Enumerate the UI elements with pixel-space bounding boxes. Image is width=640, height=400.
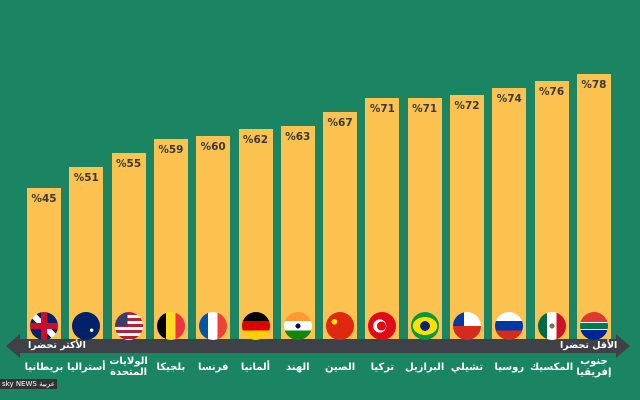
bar xyxy=(196,136,231,343)
arrow-label-least-civil: الأقل تحضرا xyxy=(560,340,618,351)
data-label: %71 xyxy=(412,103,438,116)
data-label: %76 xyxy=(539,85,565,98)
category-label: بلجيكا xyxy=(156,362,186,373)
arrow-head-right xyxy=(616,334,630,358)
bar xyxy=(576,73,611,343)
data-label: %74 xyxy=(496,92,522,105)
flag-mexico-icon xyxy=(537,312,566,340)
bar xyxy=(280,125,315,343)
flag-germany-icon xyxy=(241,312,270,340)
bar xyxy=(534,80,569,343)
sky-news-arabia-logo: sky NEWS عربية xyxy=(0,379,57,389)
data-label: %78 xyxy=(581,78,607,91)
category-label: تركيا xyxy=(370,362,395,373)
arrow-label-most-civil: الأكثر تحضرا xyxy=(28,340,86,351)
flag-brazil-icon xyxy=(410,312,439,340)
category-label: جنوب إفريقيا xyxy=(576,356,612,378)
data-label: %62 xyxy=(242,134,269,147)
category-label: المكسيك xyxy=(529,362,574,373)
flag-south-africa-icon xyxy=(579,312,608,340)
data-label: %67 xyxy=(327,116,353,129)
flag-china-icon xyxy=(326,312,355,340)
bar xyxy=(365,98,400,343)
civility-arrow xyxy=(18,339,618,353)
flag-russia-icon xyxy=(495,312,524,340)
arrow-head-left xyxy=(6,334,20,358)
bar xyxy=(323,111,358,343)
data-label: %72 xyxy=(454,99,480,112)
category-label: الولايات المتحدة xyxy=(109,356,148,378)
category-label: أستراليا xyxy=(67,362,106,373)
flag-india-icon xyxy=(283,312,312,340)
data-label: %60 xyxy=(200,141,226,153)
flag-belgium-icon xyxy=(156,312,185,340)
category-label: البرازيل xyxy=(405,362,445,373)
data-label: %55 xyxy=(116,158,142,171)
bar xyxy=(111,153,146,343)
data-label: %59 xyxy=(158,144,184,157)
bar xyxy=(153,139,188,343)
data-label: %71 xyxy=(369,103,395,116)
flag-turkey-icon xyxy=(368,312,397,340)
bar xyxy=(407,98,442,343)
flag-australia-icon xyxy=(72,312,101,340)
flag-france-icon xyxy=(199,312,228,340)
category-label: روسيا xyxy=(494,362,525,373)
category-label: فرنسا xyxy=(197,362,229,373)
flag-uk-icon xyxy=(30,312,58,340)
data-label: %45 xyxy=(31,192,57,205)
bar xyxy=(492,87,527,343)
data-label: %51 xyxy=(73,172,99,185)
data-label: %63 xyxy=(285,130,311,143)
category-label: ألمانيا xyxy=(240,362,271,373)
flag-usa-icon xyxy=(114,312,143,340)
category-label: تشيلي xyxy=(450,362,484,373)
bar xyxy=(238,129,273,343)
category-label: الصين xyxy=(325,362,356,373)
category-label: الهند xyxy=(285,362,310,373)
flag-chile-icon xyxy=(453,312,481,340)
category-label: بريطانيا xyxy=(24,362,64,373)
bar xyxy=(450,94,484,343)
